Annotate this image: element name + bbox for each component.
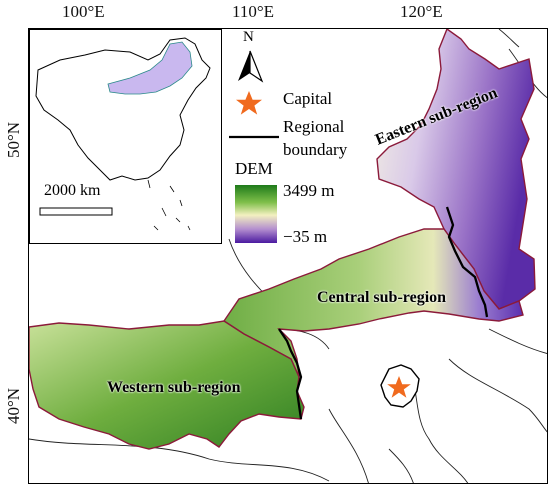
legend-capital-label: Capital (283, 89, 333, 108)
western-region-label: Western sub-region (107, 379, 241, 396)
central-west-boundary (278, 328, 303, 420)
scale-label: 2000 km (44, 182, 101, 199)
lon-tick-100e: 100°E (62, 2, 105, 21)
legend-dem-max: 3499 m (283, 181, 335, 200)
dem-color-ramp (235, 185, 277, 243)
lon-tick-120e: 120°E (400, 2, 443, 21)
map-frame: 2000 km N Capital Regional boundary DEM … (28, 28, 548, 484)
regional-boundary-lines (278, 206, 489, 420)
legend-boundary-label-1: Regional (283, 117, 345, 136)
lat-tick-50n: 50°N (4, 121, 23, 158)
inner-mongolia-highlight (107, 41, 193, 95)
map-canvas (29, 29, 547, 483)
legend-dem-title: DEM (235, 159, 273, 178)
inset-map: 2000 km (29, 29, 222, 244)
scale-bar (39, 207, 113, 216)
legend-capital-star-icon (236, 91, 262, 115)
lat-tick-40n: 40°N (4, 387, 23, 424)
east-central-boundary (445, 206, 489, 318)
central-region-label: Central sub-region (317, 289, 447, 306)
inset-china-outline (35, 37, 211, 231)
western-sub-region (29, 320, 305, 450)
lon-tick-110e: 110°E (232, 2, 275, 21)
legend-boundary-label-2: boundary (283, 140, 348, 159)
north-arrow-icon (238, 50, 264, 83)
capital-star-icon (387, 376, 411, 398)
legend-dem-min: −35 m (283, 227, 328, 246)
north-label: N (243, 29, 254, 45)
south-china-sea-islands (147, 179, 191, 231)
